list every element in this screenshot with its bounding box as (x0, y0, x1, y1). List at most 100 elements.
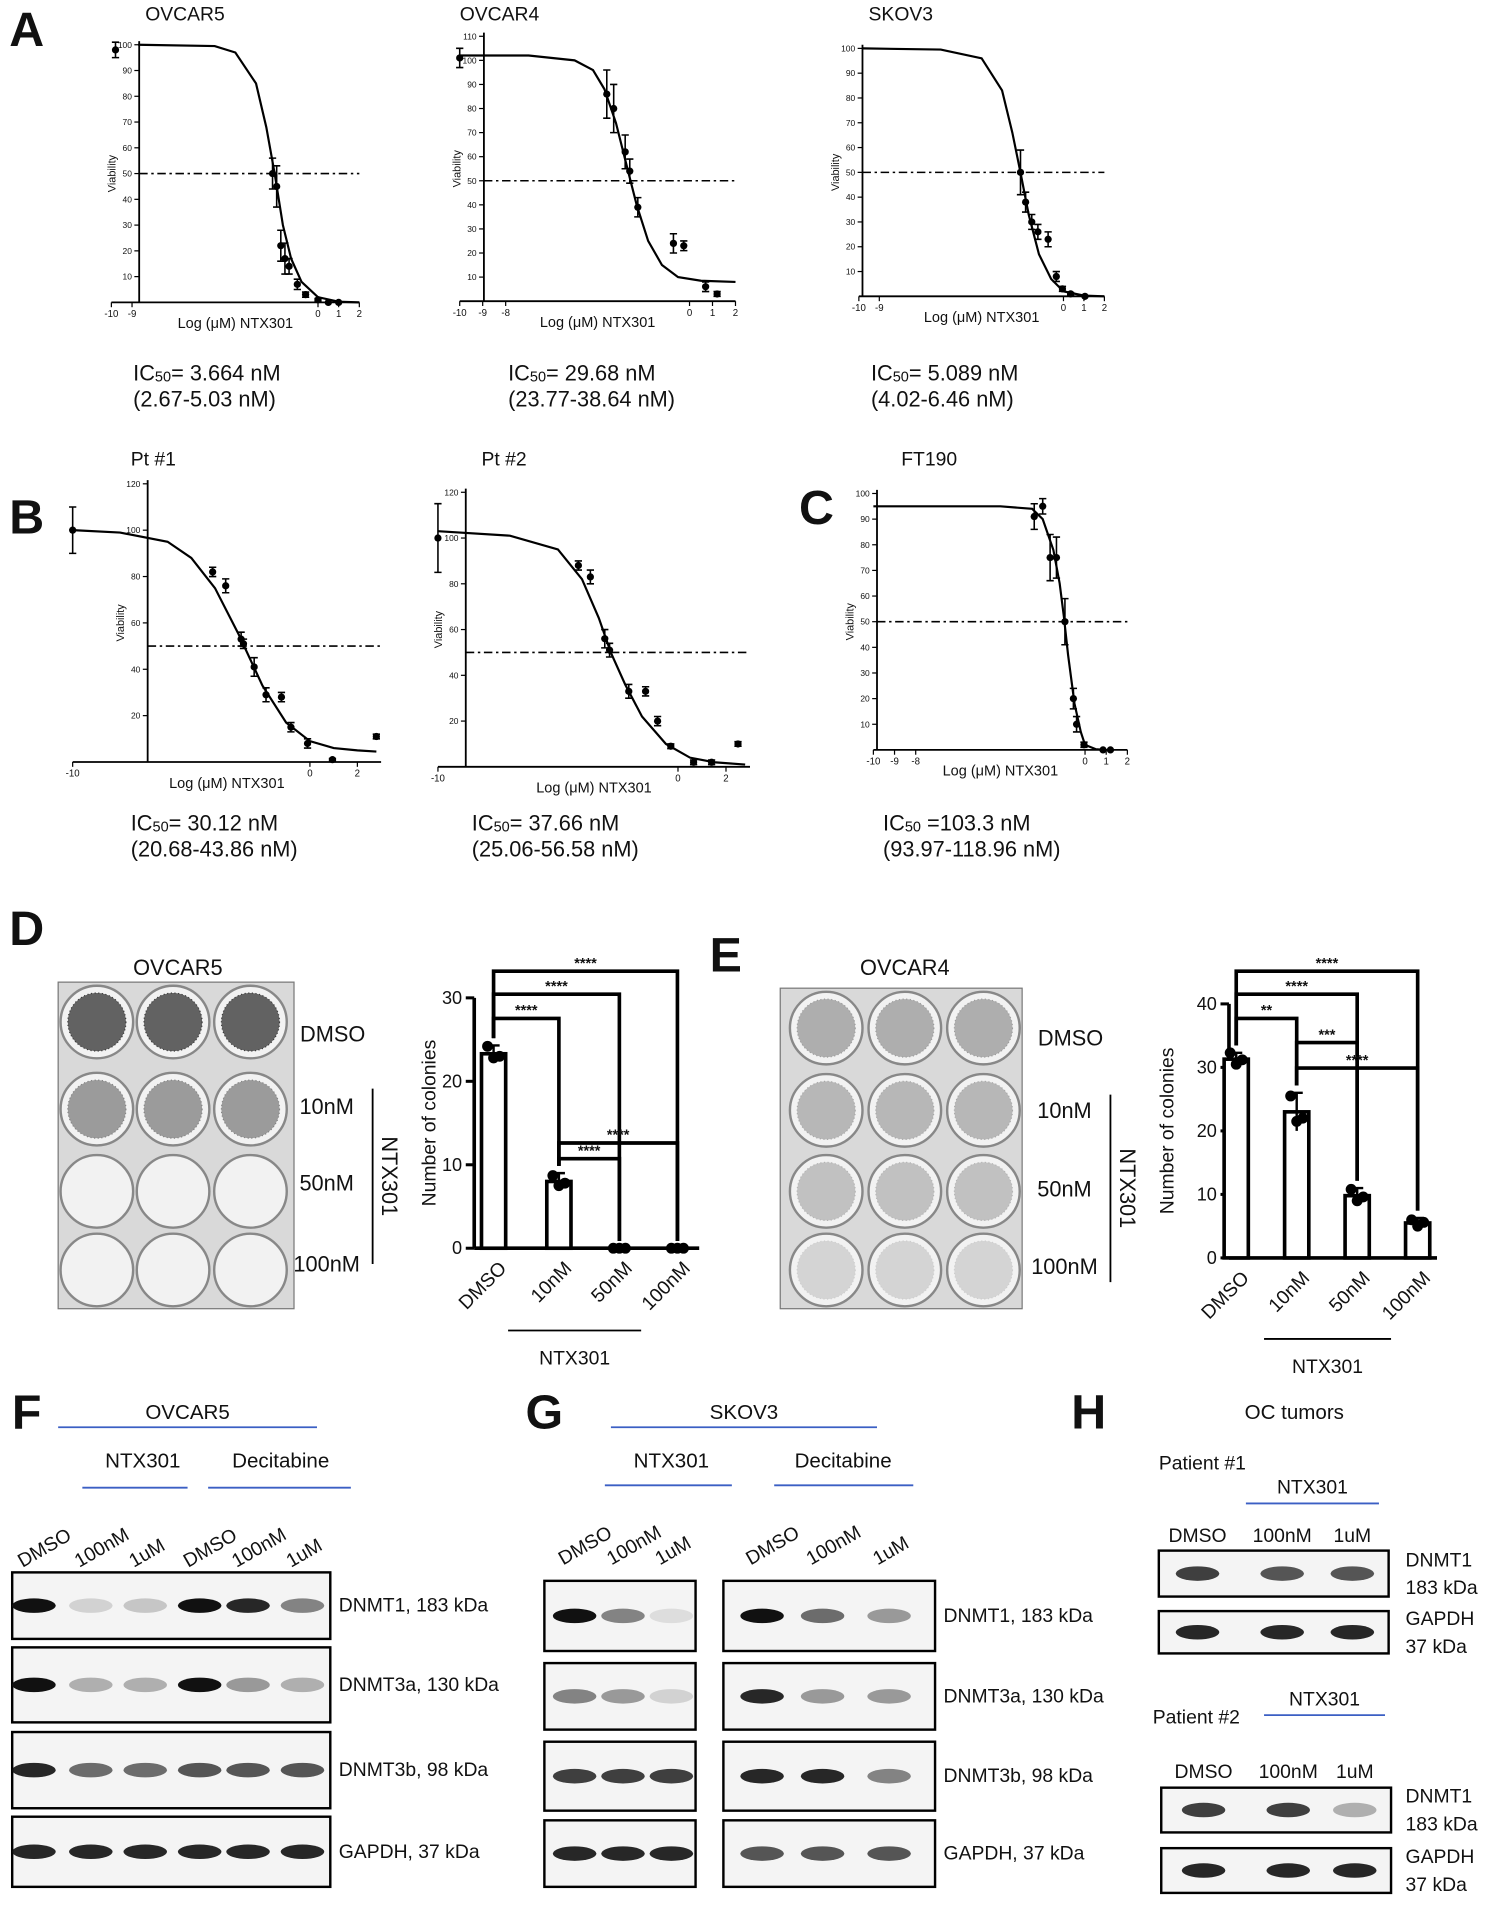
data-point (1052, 553, 1061, 562)
ic50-number: = 29.68 nM (546, 360, 656, 385)
colonies (875, 1161, 935, 1222)
replicate-dot (1412, 1220, 1424, 1232)
ic50-range: (2.67-5.03 nM) (133, 387, 276, 412)
band (1332, 1802, 1377, 1818)
ic50-label: IC (133, 360, 155, 385)
x-tick-label: 50nM (1325, 1267, 1375, 1317)
band-label: DNMT1, 183 kDa (944, 1605, 1094, 1627)
panel-letter: G (526, 1386, 564, 1440)
chart-title: Pt #2 (481, 449, 526, 471)
colonies (875, 1080, 935, 1140)
lane-label: DMSO (1169, 1525, 1227, 1547)
data-point (1069, 694, 1078, 703)
data-point (1021, 198, 1030, 206)
fit-curve (873, 505, 1107, 751)
significance-bracket (1294, 1040, 1359, 1181)
ic50-range: (23.77-38.64 nM) (508, 387, 675, 412)
data-point (281, 254, 289, 263)
data-point (1044, 235, 1052, 243)
panel-letter: C (799, 481, 834, 535)
chart-title: Pt #1 (131, 449, 176, 471)
replicate-dot (547, 1170, 559, 1182)
colonies (796, 1161, 856, 1222)
x-tick-label: 50nM (587, 1257, 637, 1307)
replicate-dot (613, 1242, 625, 1254)
y-tick-label: 30 (442, 988, 462, 1008)
colonies (953, 998, 1014, 1058)
data-point (1099, 746, 1107, 754)
y-tick-label: 50 (846, 167, 856, 177)
x-tick-label: 2 (1102, 303, 1107, 314)
data-point (667, 742, 675, 750)
x-tick-label: -10 (852, 303, 866, 314)
band (601, 1689, 645, 1704)
significance-bracket (491, 1016, 561, 1166)
well (788, 1153, 864, 1229)
band (177, 1762, 222, 1778)
significance-label: **** (1316, 956, 1339, 972)
band (800, 1608, 845, 1624)
row-label: 100nM (293, 1251, 360, 1276)
data-point (680, 242, 688, 250)
well (867, 1232, 943, 1308)
data-point (69, 526, 77, 534)
plate-title: OVCAR4 (860, 955, 950, 980)
band-label: GAPDH (1406, 1608, 1475, 1630)
band-label: GAPDH, 37 kDa (339, 1841, 480, 1863)
y-tick-label: 100 (118, 40, 132, 50)
panel-letter: A (9, 3, 44, 57)
y-tick-label: 50 (860, 617, 870, 627)
data-point (1058, 285, 1067, 293)
y-tick-label: 90 (123, 66, 133, 76)
y-tick-label: 80 (449, 579, 459, 589)
ic50-value: IC50 =103.3 nM (883, 810, 1030, 835)
y-tick-label: 90 (846, 68, 856, 78)
x-axis-label: Log (μM) NTX301 (540, 315, 656, 331)
y-tick-label: 40 (1197, 994, 1217, 1014)
data-point (586, 573, 594, 581)
significance-label: **** (578, 1143, 601, 1159)
x-tick-label: 0 (675, 773, 680, 784)
band (69, 1598, 113, 1613)
band (1266, 1863, 1311, 1878)
band-label: DNMT1 (1406, 1786, 1473, 1808)
well (945, 1232, 1021, 1308)
band (552, 1689, 597, 1704)
band (867, 1846, 911, 1861)
colonies (220, 1079, 281, 1139)
band (123, 1677, 168, 1693)
plate-title: OVCAR5 (133, 955, 223, 980)
data-point (372, 732, 380, 741)
data-point (653, 717, 662, 725)
y-tick-label: 60 (467, 152, 477, 162)
lane-label: 100nM (71, 1524, 133, 1573)
x-tick-label: 10nM (1264, 1267, 1314, 1317)
well (135, 1071, 211, 1147)
data-point (239, 640, 248, 648)
panel-letter: E (710, 929, 742, 983)
replicate-dot (1291, 1115, 1303, 1127)
fit-curve (459, 54, 736, 284)
band (800, 1846, 845, 1861)
band (1260, 1566, 1304, 1581)
significance-label: ** (1261, 1003, 1273, 1019)
data-point (1067, 290, 1075, 298)
x-tick-label: 0 (307, 769, 312, 780)
y-tick-label: 30 (860, 668, 870, 678)
ic50-label: IC (131, 810, 153, 835)
group-label: NTX301 (1292, 1356, 1363, 1378)
colonies (875, 1240, 935, 1300)
colonies (67, 992, 127, 1052)
ic50-number: = 37.66 nM (510, 810, 620, 835)
band (1330, 1566, 1375, 1581)
well (867, 990, 943, 1066)
x-tick-label: -10 (453, 308, 467, 319)
group-label: NTX301 (634, 1450, 709, 1473)
well (59, 1153, 135, 1229)
x-tick-label: 10nM (527, 1257, 577, 1307)
band (177, 1598, 222, 1613)
x-tick-label: 1 (1104, 757, 1109, 768)
replicate-dot (1285, 1090, 1297, 1102)
replicate-dot (1345, 1183, 1357, 1195)
